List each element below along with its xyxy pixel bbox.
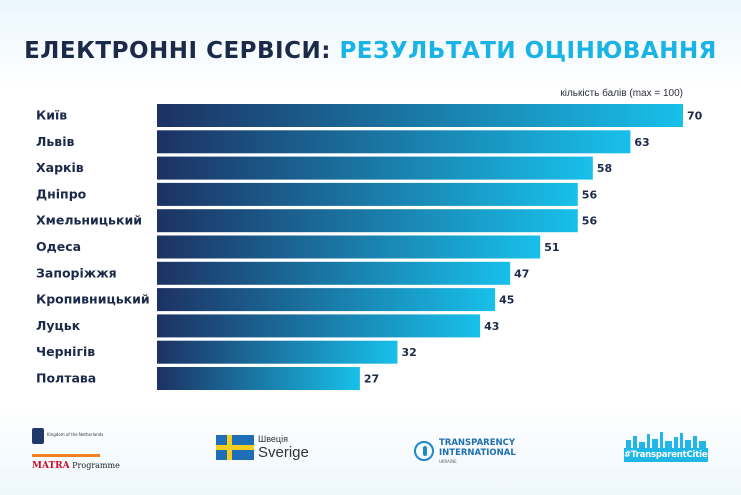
bar-1 [157, 130, 631, 154]
bar-6 [157, 261, 511, 285]
transparency-international-logo: TRANSPARENCY INTERNATIONAL UKRAINE [414, 438, 524, 468]
bar-8 [157, 314, 481, 338]
value-label: 56 [582, 215, 598, 228]
title-part-1: ЕЛЕКТРОННІ СЕРВІСИ: [24, 38, 331, 64]
ti-line-2: INTERNATIONAL [439, 448, 516, 458]
kingdom-label: Kingdom of the Netherlands [47, 432, 104, 437]
category-label: Одеса [36, 239, 81, 254]
ti-line-3: UKRAINE [439, 459, 457, 464]
value-label: 27 [364, 373, 379, 386]
skyline-icon [624, 432, 708, 448]
category-label: Львів [36, 134, 74, 149]
bar-2 [157, 156, 593, 180]
value-label: 32 [401, 346, 416, 359]
ti-line-1: TRANSPARENCY [439, 438, 516, 448]
category-label: Київ [36, 108, 67, 123]
bar-3 [157, 182, 578, 206]
value-label: 63 [634, 136, 649, 149]
bar-10 [157, 367, 360, 390]
category-label: Кропивницький [36, 292, 150, 307]
category-label: Хмельницький [36, 213, 142, 228]
category-label: Харків [36, 160, 84, 175]
swedish-flag-icon [216, 435, 254, 460]
value-label: 45 [499, 294, 514, 307]
crest-icon [32, 428, 44, 444]
axis-label: кількість балів (max = 100) [560, 88, 683, 99]
bar-4 [157, 209, 578, 233]
divider [32, 454, 100, 457]
value-label: 70 [687, 110, 703, 123]
bar-0 [157, 104, 683, 127]
category-label: Луцьк [36, 318, 81, 333]
page-title: ЕЛЕКТРОННІ СЕРВІСИ: РЕЗУЛЬТАТИ ОЦІНЮВАНН… [0, 38, 741, 64]
bar-9 [157, 340, 398, 364]
value-label: 47 [514, 267, 529, 280]
netherlands-matra-logo: Kingdom of the Netherlands MATRA Program… [32, 428, 122, 474]
category-label: Полтава [36, 371, 96, 386]
value-label: 58 [597, 162, 612, 175]
matra-label: MATRA Programme [32, 461, 120, 471]
transparent-cities-tag: #TransparentCities [624, 448, 713, 462]
bar-5 [157, 235, 541, 259]
sweden-label-ua: Швеція [258, 434, 288, 444]
title-part-2: РЕЗУЛЬТАТИ ОЦІНЮВАННЯ [339, 38, 717, 64]
category-label: Чернігів [36, 344, 95, 359]
bar-7 [157, 288, 496, 312]
sweden-label-se: Sverige [258, 444, 309, 461]
category-label: Запоріжжя [36, 265, 117, 280]
value-label: 56 [582, 188, 598, 201]
transparent-cities-logo: #TransparentCities [624, 432, 713, 464]
value-label: 43 [484, 320, 499, 333]
value-label: 51 [544, 241, 559, 254]
ti-icon [414, 441, 434, 461]
category-label: Дніпро [36, 186, 87, 201]
